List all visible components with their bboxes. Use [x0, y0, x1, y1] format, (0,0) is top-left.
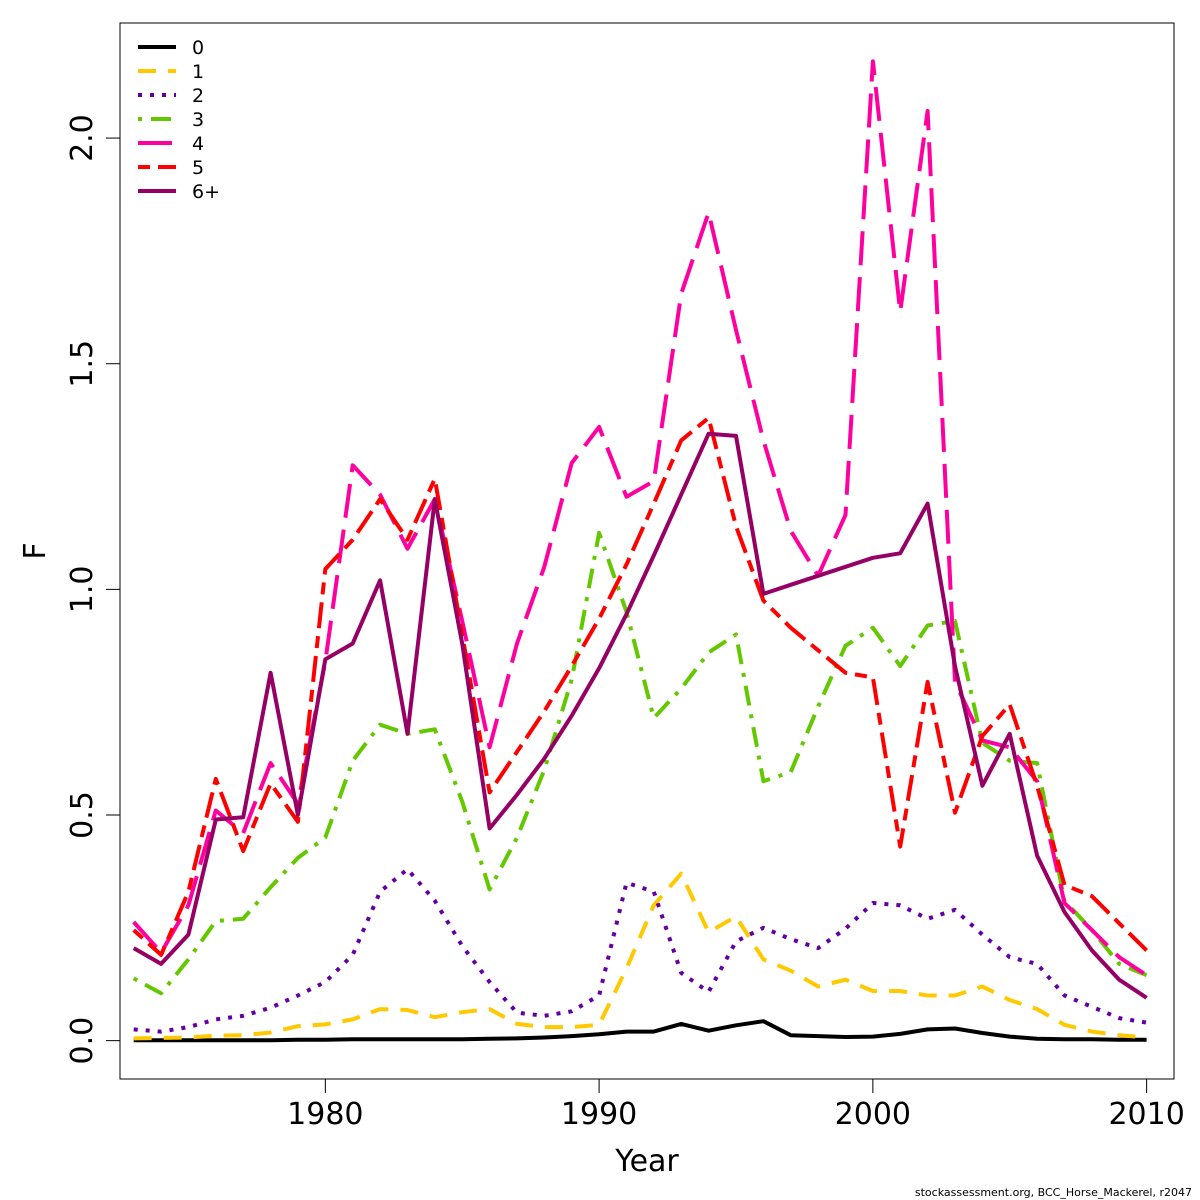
- y-tick-label: 0.0: [65, 1017, 100, 1065]
- x-tick-label: 1990: [561, 1097, 637, 1132]
- legend-label-0: 0: [192, 37, 204, 59]
- y-tick-label: 1.0: [65, 565, 100, 613]
- x-tick-label: 2000: [835, 1097, 911, 1132]
- legend-label-3: 3: [192, 109, 204, 131]
- series-lines: [132, 59, 1149, 1043]
- series-line-0: [133, 1019, 1147, 1043]
- x-tick-label: 1980: [287, 1097, 363, 1132]
- series-line-3: [132, 530, 1148, 996]
- series-line-1: [133, 871, 1147, 1041]
- series-line-6: [132, 431, 1148, 1000]
- legend-label-6: 6+: [192, 181, 220, 203]
- legend-label-5: 5: [192, 157, 204, 179]
- x-tick-label: 2010: [1108, 1097, 1184, 1132]
- credit-text: stockassessment.org, BCC_Horse_Mackerel,…: [915, 1186, 1192, 1199]
- legend-label-2: 2: [192, 85, 204, 107]
- y-axis-title: F: [18, 542, 53, 559]
- y-tick-label: 2.0: [65, 114, 100, 162]
- axes: 1980 1990 2000 2010 0.0 0.5 1.0 1.5 2.0: [65, 114, 1185, 1132]
- legend-label-4: 4: [192, 133, 204, 155]
- y-tick-label: 0.5: [65, 791, 100, 839]
- x-axis-title: Year: [614, 1144, 679, 1179]
- y-tick-label: 1.5: [65, 340, 100, 388]
- legend-label-1: 1: [192, 61, 204, 83]
